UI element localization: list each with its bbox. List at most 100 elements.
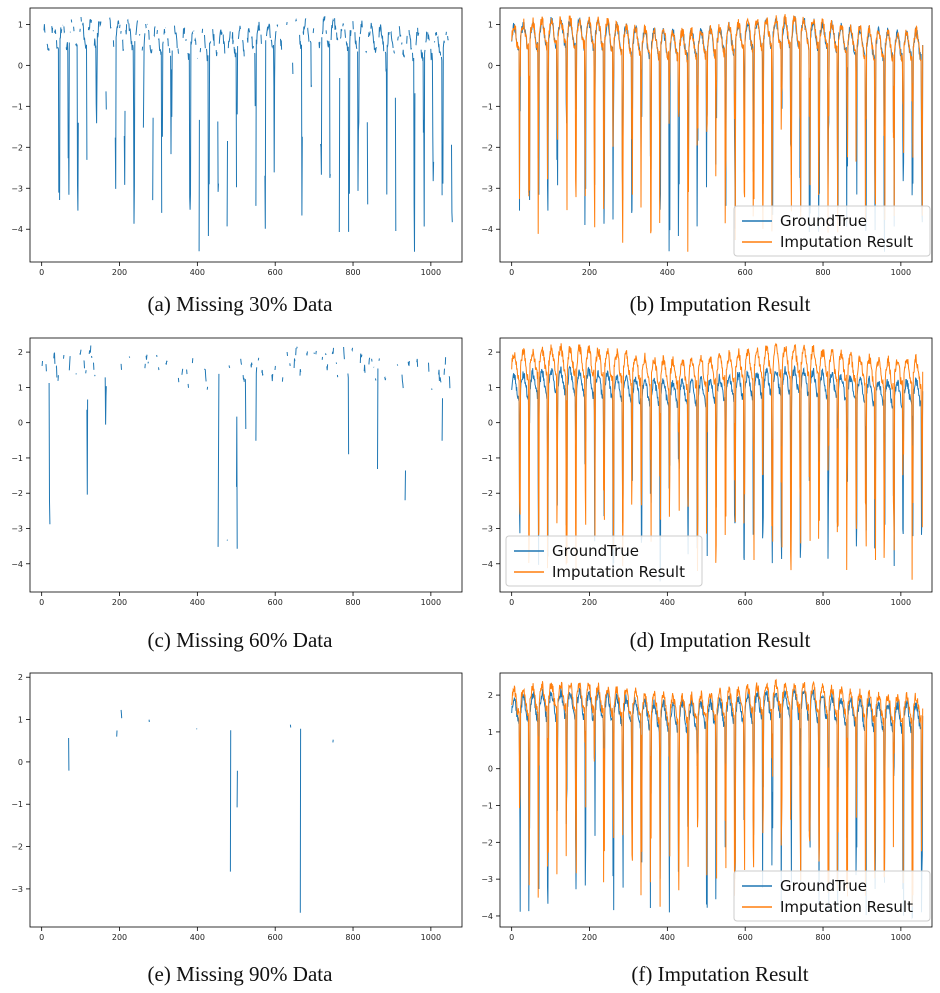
axes-frame bbox=[29, 672, 463, 928]
y-tick-label: −4 bbox=[481, 912, 493, 921]
x-tick-label: 400 bbox=[660, 598, 675, 607]
axes-frame bbox=[29, 337, 463, 593]
y-tick-label: 2 bbox=[488, 691, 493, 700]
y-tick-label: 2 bbox=[18, 673, 23, 682]
x-tick-label: 600 bbox=[738, 268, 753, 277]
legend-label-1: GroundTrue bbox=[780, 212, 867, 230]
x-tick-label: 400 bbox=[190, 933, 205, 942]
y-tick-label: −2 bbox=[11, 143, 23, 152]
x-tick-label: 1000 bbox=[891, 933, 911, 942]
legend-box bbox=[505, 535, 703, 587]
x-tick-label: 0 bbox=[39, 933, 44, 942]
legend-label-2: Imputation Result bbox=[780, 233, 913, 251]
y-tick-label: 2 bbox=[18, 348, 23, 357]
y-tick-label: −2 bbox=[11, 843, 23, 852]
y-tick-label: 1 bbox=[18, 716, 23, 725]
x-tick-label: 1000 bbox=[421, 598, 441, 607]
y-tick-label: 2 bbox=[488, 348, 493, 357]
y-tick-label: 0 bbox=[488, 61, 493, 70]
legend-box bbox=[733, 870, 931, 922]
x-tick-label: 600 bbox=[268, 933, 283, 942]
y-tick-label: −1 bbox=[481, 454, 493, 463]
caption-d: (d) Imputation Result bbox=[629, 628, 811, 652]
x-tick-label: 200 bbox=[112, 268, 127, 277]
chart-e: 0 200 400 600 800 1000 −3 −2 −1 0 1 2 bbox=[0, 665, 470, 945]
y-tick-label: −1 bbox=[11, 102, 23, 111]
y-tick-label: −2 bbox=[481, 489, 493, 498]
x-tick-label: 600 bbox=[738, 598, 753, 607]
y-tick-label: 1 bbox=[18, 20, 23, 29]
series-line-1 bbox=[41, 345, 451, 549]
y-tick-label: −3 bbox=[11, 525, 23, 534]
x-tick-label: 800 bbox=[815, 933, 830, 942]
y-tick-label: 0 bbox=[488, 419, 493, 428]
y-tick-label: 1 bbox=[488, 728, 493, 737]
x-tick-label: 800 bbox=[345, 268, 360, 277]
legend-label-2: Imputation Result bbox=[780, 898, 913, 916]
y-tick-label: −3 bbox=[481, 525, 493, 534]
y-tick-label: 0 bbox=[488, 765, 493, 774]
x-tick-label: 200 bbox=[112, 598, 127, 607]
y-tick-label: −3 bbox=[11, 885, 23, 894]
x-tick-label: 600 bbox=[268, 598, 283, 607]
x-tick-label: 1000 bbox=[421, 933, 441, 942]
y-tick-label: −4 bbox=[481, 560, 493, 569]
x-tick-label: 200 bbox=[582, 933, 597, 942]
x-tick-label: 800 bbox=[345, 933, 360, 942]
x-tick-label: 200 bbox=[582, 598, 597, 607]
x-tick-label: 0 bbox=[39, 268, 44, 277]
axes-frame bbox=[499, 7, 933, 263]
y-tick-label: −1 bbox=[11, 800, 23, 809]
y-tick-label: 1 bbox=[488, 20, 493, 29]
y-tick-label: −4 bbox=[481, 225, 493, 234]
x-tick-label: 800 bbox=[815, 598, 830, 607]
x-tick-label: 800 bbox=[815, 268, 830, 277]
x-tick-label: 400 bbox=[660, 268, 675, 277]
y-tick-label: −3 bbox=[481, 875, 493, 884]
x-tick-label: 1000 bbox=[891, 598, 911, 607]
axes-frame bbox=[499, 337, 933, 593]
x-tick-label: 0 bbox=[509, 268, 514, 277]
chart-d: 0 200 400 600 800 1000 −4 −3 −2 −1 0 1 2 GroundTrue Im… bbox=[470, 330, 940, 610]
x-tick-label: 400 bbox=[660, 933, 675, 942]
x-tick-label: 400 bbox=[190, 268, 205, 277]
series-line-1 bbox=[43, 16, 453, 252]
series-line-2 bbox=[511, 678, 924, 907]
x-tick-label: 1000 bbox=[891, 268, 911, 277]
x-tick-label: 200 bbox=[112, 933, 127, 942]
y-tick-label: −3 bbox=[11, 184, 23, 193]
y-tick-label: −1 bbox=[481, 802, 493, 811]
caption-b: (b) Imputation Result bbox=[629, 292, 811, 316]
chart-c: 0 200 400 600 800 1000 −4 −3 −2 −1 0 1 2 bbox=[0, 330, 470, 610]
y-tick-label: −4 bbox=[11, 560, 23, 569]
axes-frame bbox=[499, 672, 933, 928]
caption-e: (e) Missing 90% Data bbox=[147, 962, 333, 986]
y-tick-label: −4 bbox=[11, 225, 23, 234]
chart-f: 0 200 400 600 800 1000 −4 −3 −2 −1 0 1 2 GroundTrue Im… bbox=[470, 665, 940, 945]
legend-box bbox=[733, 205, 931, 257]
x-tick-label: 600 bbox=[268, 268, 283, 277]
x-tick-label: 600 bbox=[738, 933, 753, 942]
y-tick-label: 0 bbox=[18, 419, 23, 428]
legend-label-1: GroundTrue bbox=[552, 542, 639, 560]
caption-c: (c) Missing 60% Data bbox=[147, 628, 333, 652]
y-tick-label: −2 bbox=[481, 838, 493, 847]
y-tick-label: 0 bbox=[18, 758, 23, 767]
caption-f: (f) Imputation Result bbox=[631, 962, 809, 986]
y-tick-label: −2 bbox=[11, 489, 23, 498]
x-tick-label: 400 bbox=[190, 598, 205, 607]
y-tick-label: −2 bbox=[481, 143, 493, 152]
y-tick-label: −1 bbox=[11, 454, 23, 463]
y-tick-label: −3 bbox=[481, 184, 493, 193]
chart-b: 0 200 400 600 800 1000 −4 −3 −2 −1 0 1 GroundTrue Imp… bbox=[470, 0, 940, 280]
x-tick-label: 0 bbox=[509, 933, 514, 942]
x-tick-label: 200 bbox=[582, 268, 597, 277]
caption-a: (a) Missing 30% Data bbox=[147, 292, 333, 316]
axes-frame bbox=[29, 7, 463, 263]
x-tick-label: 1000 bbox=[421, 268, 441, 277]
series-line-2 bbox=[511, 342, 924, 580]
y-tick-label: −1 bbox=[481, 102, 493, 111]
chart-a: 0 200 400 600 800 1000 −4 −3 −2 −1 0 1 bbox=[0, 0, 470, 280]
series-line-1 bbox=[69, 710, 371, 913]
y-tick-label: 1 bbox=[488, 383, 493, 392]
